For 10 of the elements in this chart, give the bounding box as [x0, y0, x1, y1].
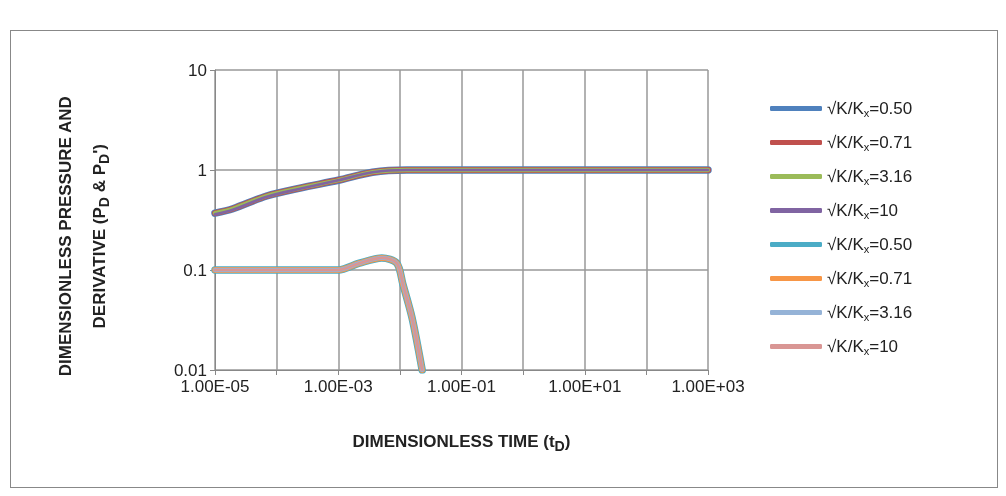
- y-tick-label: 1: [197, 160, 207, 180]
- y-tick-label: 0.01: [173, 360, 207, 380]
- x-tick-label: 1.00E-01: [427, 377, 496, 396]
- x-tick-label: 1.00E-03: [303, 377, 373, 396]
- x-tick-label: 1.00E-05: [180, 377, 250, 396]
- x-axis-title: DIMENSIONLESS TIME (t$_{D}$): [351, 432, 572, 455]
- y-tick-label: 0.1: [183, 260, 207, 280]
- x-tick-label: 1.00E+03: [671, 377, 745, 396]
- y-tick-label: 10: [188, 60, 207, 80]
- x-tick-label: 1.00E+01: [548, 377, 622, 396]
